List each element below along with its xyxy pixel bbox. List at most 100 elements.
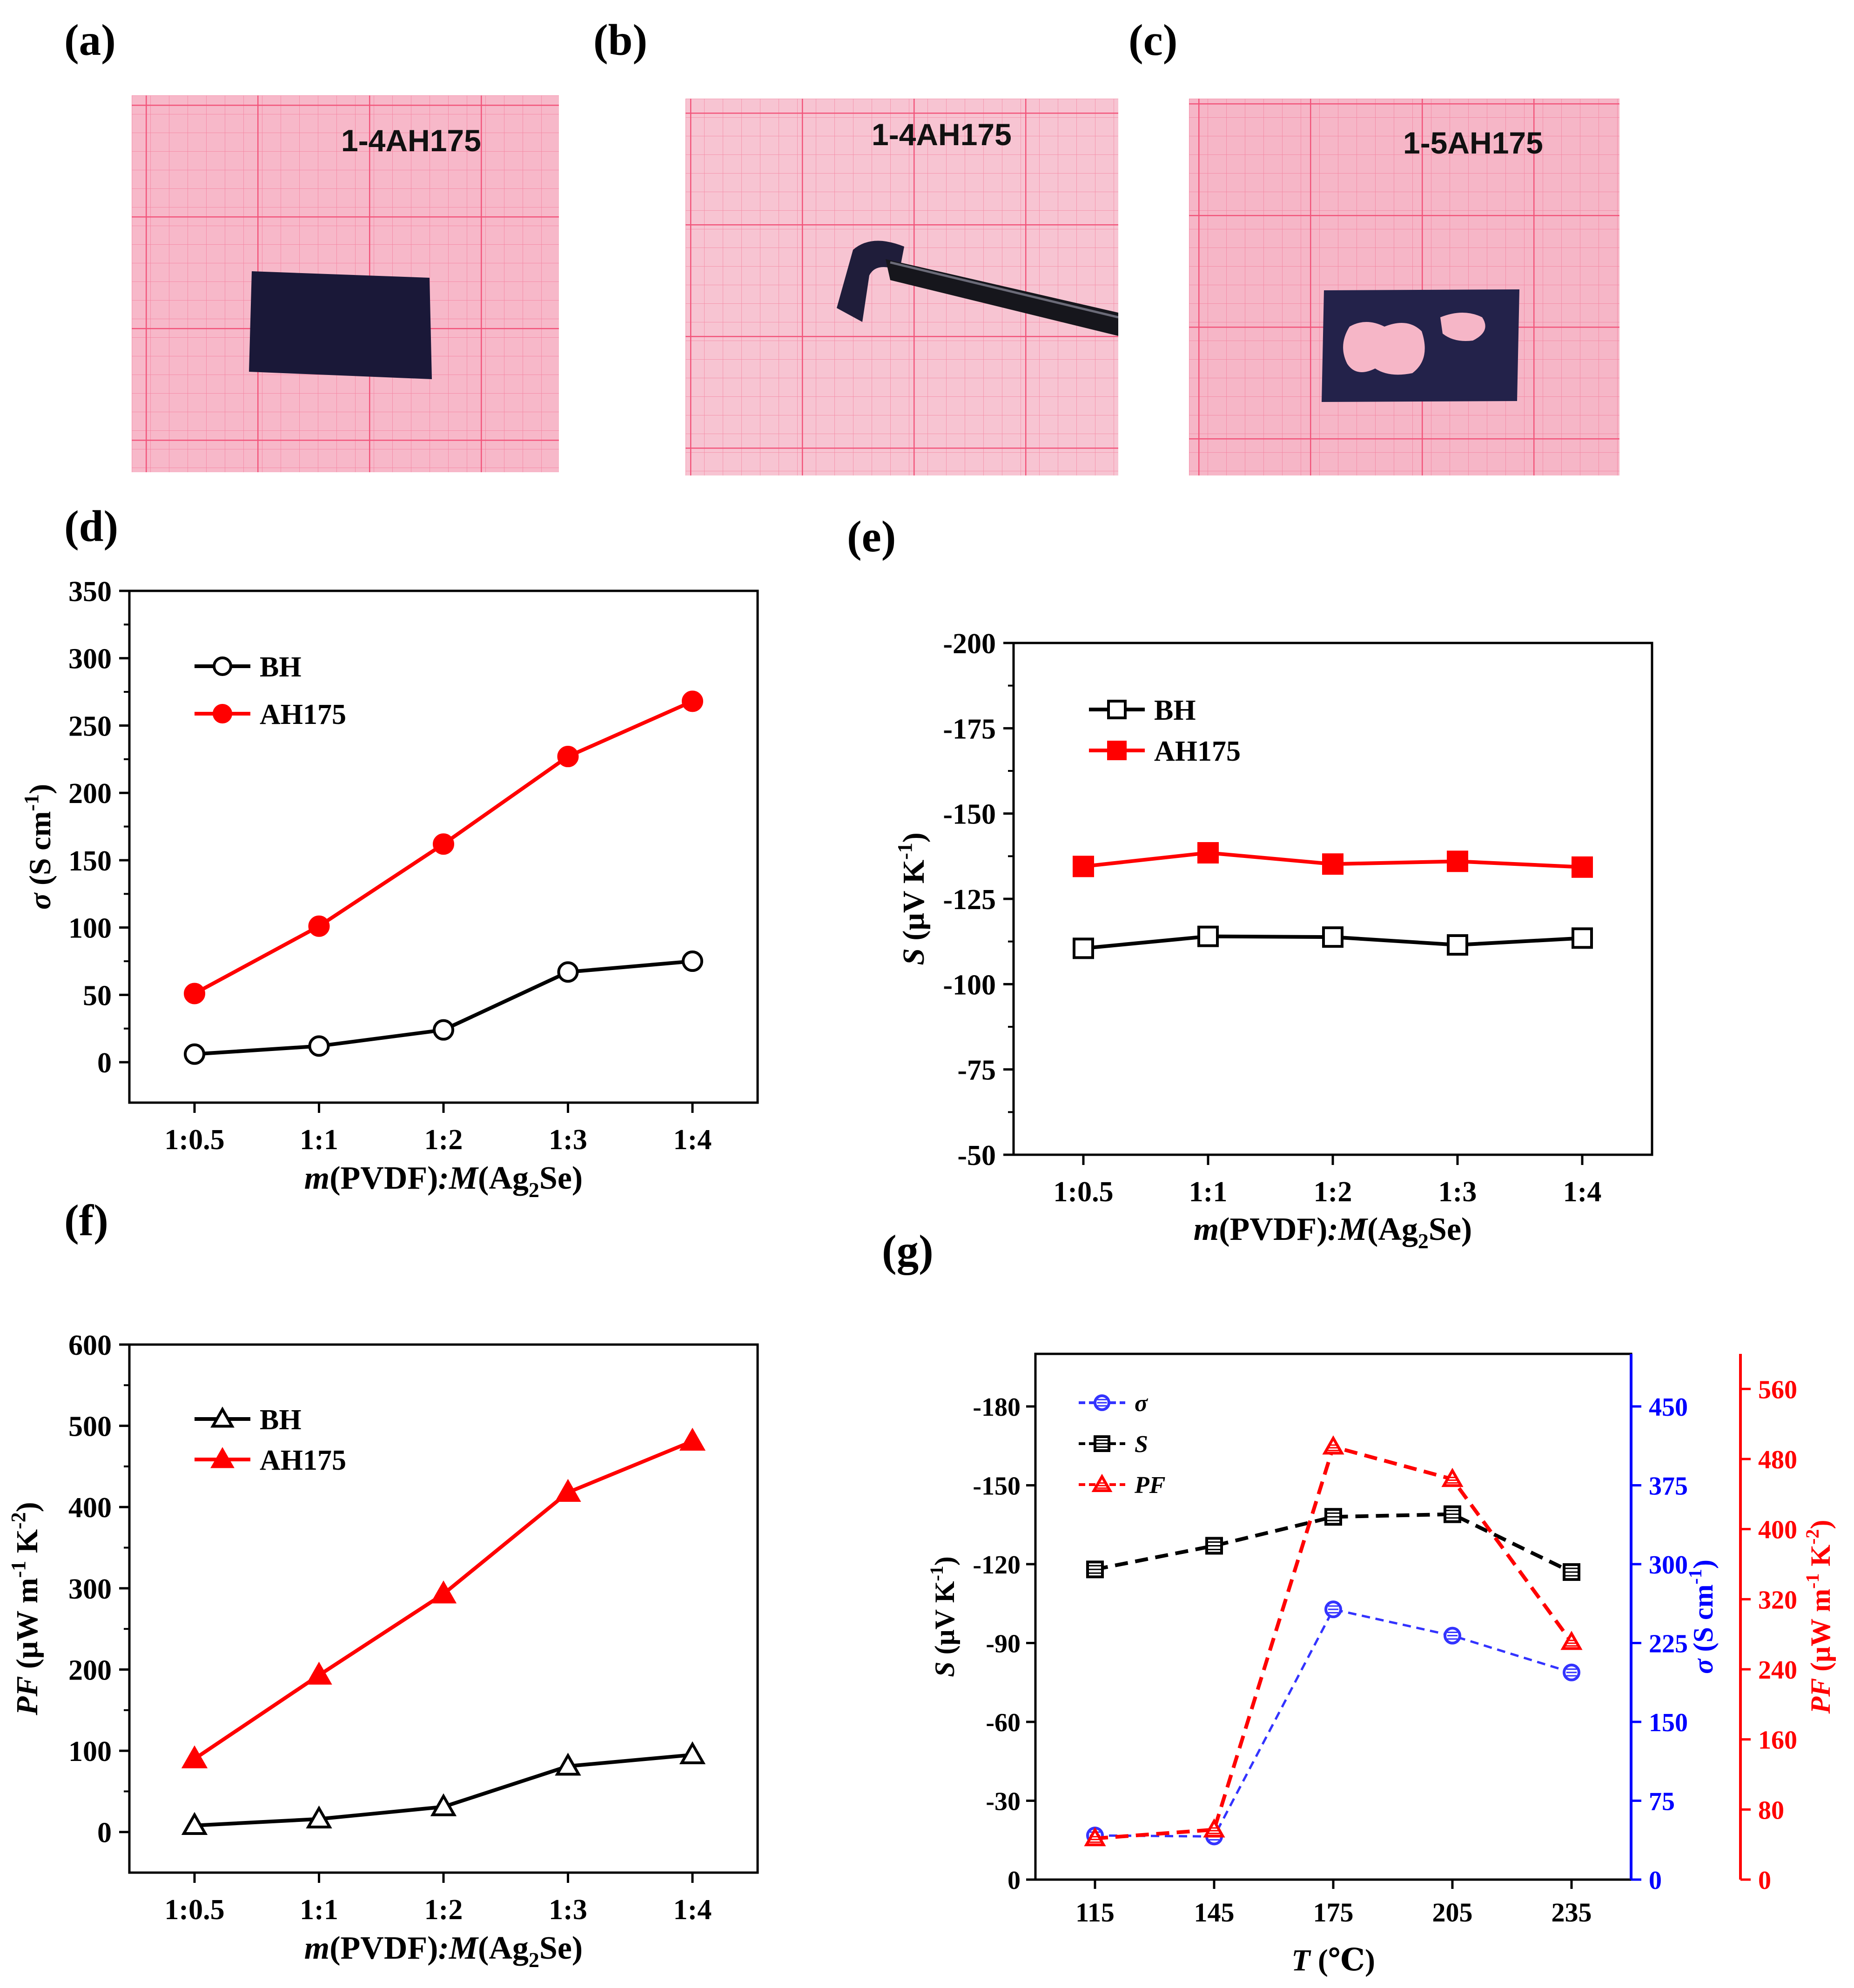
x-axis-label: T (℃) [1291,1943,1375,1977]
y-tick-label-S: 0 [1008,1866,1021,1895]
y-tick-label-S: -90 [986,1630,1021,1659]
panel-label-a: (a) [64,15,116,65]
x-tick-label: 1:2 [1314,1176,1352,1208]
data-point-AH175 [1322,853,1343,875]
y-tick-label-PF: 400 [1758,1516,1797,1545]
sample-crack [1440,313,1485,341]
data-point-AH175 [308,915,330,937]
x-tick-label: 1:1 [1189,1176,1228,1208]
y-tick-label: 0 [97,1047,112,1079]
data-point-AH175 [1572,856,1593,878]
x-tick-label: 1:0.5 [1053,1176,1113,1208]
y-tick-label-PF: 160 [1758,1726,1797,1755]
y-tick-label: 50 [83,980,112,1011]
y-tick-label: 100 [68,1736,112,1767]
photo-b-label: 1-4AH175 [872,117,1012,152]
data-point-AH175 [1197,842,1219,863]
x-tick-label: 1:1 [300,1124,338,1156]
y-tick-label: -175 [943,713,996,745]
y-tick-label: 600 [68,1330,112,1361]
legend-marker [213,656,232,676]
y-tick-label-sigma: 150 [1649,1708,1688,1737]
x-axis-label: m(PVDF):M(Ag2Se) [1194,1212,1472,1253]
x-tick-label: 235 [1552,1897,1592,1928]
data-point-AH175 [679,1427,706,1451]
legend-marker [213,704,232,723]
panel-label-e: (e) [847,512,896,561]
y-tick-label-S: -120 [973,1551,1021,1580]
data-point-BH [308,1035,330,1057]
y-tick-label: -200 [943,628,996,660]
series-line-PF [1095,1444,1573,1841]
y-tick-label-PF: 240 [1758,1656,1797,1685]
legend-label-sigma: σ [1135,1390,1149,1417]
y-tick-label: 250 [68,710,112,742]
y-tick-label-PF: 320 [1758,1586,1797,1614]
x-tick-label: 1:0.5 [164,1124,224,1156]
x-tick-label: 1:4 [673,1124,712,1156]
y-tick-label-sigma: 75 [1649,1787,1675,1816]
panel-label-g: (g) [882,1226,934,1275]
x-tick-label: 1:4 [673,1894,712,1926]
plot-area: -50 -75 -100 -125 -150 -175 -200 1:0.5 1:1 1:2 1:3… [893,628,1653,1253]
data-point-AH175 [1447,850,1468,872]
data-point-BH [555,1753,581,1776]
x-tick-label: 1:2 [424,1894,463,1926]
panel-label-d: (d) [64,502,118,551]
panel-label-c: (c) [1129,15,1177,65]
y-tick-label-sigma: 450 [1649,1393,1688,1422]
x-tick-label: 1:3 [549,1894,587,1926]
series-line-sigma [1095,1608,1572,1838]
photo-b-canvas: 1-4AH175 [685,99,1118,475]
photo-c-label: 1-5AH175 [1403,126,1543,160]
y-tick-label-S: -180 [973,1393,1021,1422]
y-axis-label: σ (S cm-1) [20,784,57,910]
y-tick-label: 500 [68,1411,112,1443]
data-point-BH [433,1019,454,1041]
legend-marker [1107,700,1127,719]
y-tick-label: -125 [943,884,996,916]
x-axis-label: m(PVDF):M(Ag2Se) [304,1930,583,1972]
y-tick-label-PF: 0 [1758,1866,1771,1895]
y-tick-label: 350 [68,576,112,608]
y-tick-label: 200 [68,778,112,810]
data-point-AH175 [557,746,579,768]
y-tick-label-S: -150 [973,1472,1021,1501]
data-point-BH [1322,926,1343,948]
y-axis-label: PF (μW m-1 K-2) [7,1502,44,1715]
flat-sample [249,271,432,379]
y-axis-label-S: S (μV K-1) [926,1556,960,1677]
y-tick-label-S: -60 [986,1708,1021,1737]
sample-crack [1343,322,1425,375]
data-point-BH [184,1043,205,1065]
data-point-BH [1447,934,1468,956]
data-point-BH [1073,937,1094,959]
data-point-AH175 [430,1580,457,1604]
photo-a-label: 1-4AH175 [341,123,481,158]
legend-label-PF: PF [1134,1472,1165,1499]
y-tick-label: -75 [957,1055,996,1086]
legend-label-S: S [1135,1431,1148,1458]
data-point-BH [557,961,579,983]
panel-label-f: (f) [64,1196,108,1245]
plot-area: 0 -30 -60 -90 -120 -150 -180 0 75 150 225 300 375 450… [926,1352,1836,1977]
plot-area: 0 100 200 300 400 500 600 1:0.5 1:1 1:2 1:3 1:4 BH AH… [7,1330,759,1972]
x-tick-label: 205 [1432,1897,1473,1928]
panel-label-b: (b) [593,15,647,65]
legend-label-AH175: AH175 [260,1445,346,1476]
legend-label-BH: BH [260,1404,302,1436]
photo-a-canvas: 1-4AH175 [132,95,559,472]
y-tick-label-PF: 480 [1758,1446,1797,1474]
y-tick-label: -50 [957,1140,996,1171]
legend-label-AH175: AH175 [260,699,346,730]
data-point-BH [306,1805,332,1828]
y-tick-label: 150 [68,845,112,877]
y-tick-label: -150 [943,799,996,830]
data-point-AH175 [306,1661,332,1685]
x-tick-label: 1:3 [1438,1176,1477,1208]
data-point-AH175 [682,690,703,712]
